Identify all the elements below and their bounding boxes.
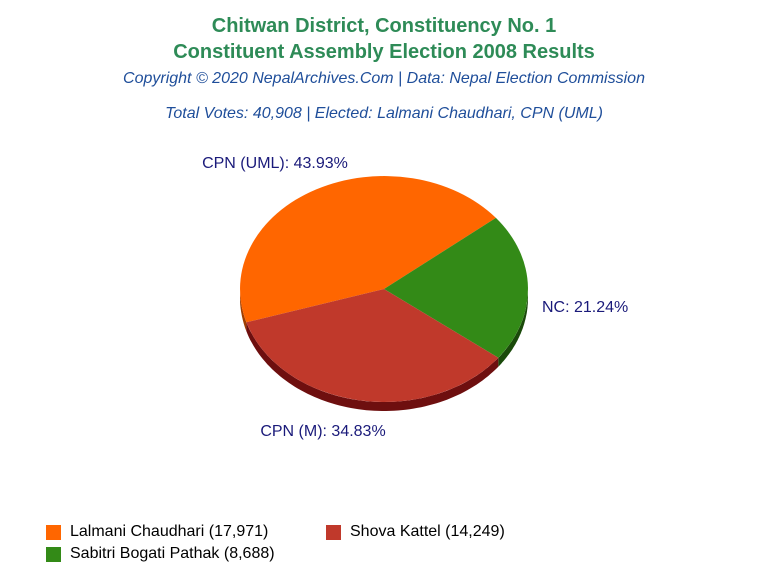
legend-swatch bbox=[46, 524, 61, 540]
pie-side-nc bbox=[498, 289, 528, 367]
slice-label-nc: NC: 21.24% bbox=[542, 299, 628, 316]
slice-label-cpn-uml-: CPN (UML): 43.93% bbox=[202, 155, 348, 172]
legend-swatch bbox=[326, 524, 341, 540]
legend-label: Sabitri Bogati Pathak (8,688) bbox=[70, 545, 275, 562]
legend-swatch bbox=[46, 546, 61, 562]
chart-title-line1: Chitwan District, Constituency No. 1 bbox=[211, 15, 557, 37]
slice-label-cpn-m-: CPN (M): 34.83% bbox=[260, 423, 385, 440]
pie-slice-cpn-m- bbox=[246, 289, 499, 402]
legend-item-sabitri: Sabitri Bogati Pathak (8,688) bbox=[46, 545, 275, 563]
chart-title-line2: Constituent Assembly Election 2008 Resul… bbox=[173, 41, 595, 63]
legend-item-lalmani: Lalmani Chaudhari (17,971) bbox=[46, 523, 268, 541]
pie-side-cpn-uml- bbox=[240, 291, 247, 332]
copyright-text: Copyright © 2020 NepalArchives.Com | Dat… bbox=[123, 70, 645, 87]
pie-side-cpn-m- bbox=[246, 322, 499, 411]
pie-slice-nc bbox=[384, 217, 528, 358]
legend-label: Lalmani Chaudhari (17,971) bbox=[70, 523, 269, 540]
legend-item-shova: Shova Kattel (14,249) bbox=[326, 523, 505, 541]
summary-text: Total Votes: 40,908 | Elected: Lalmani C… bbox=[165, 105, 603, 122]
pie-slice-cpn-uml- bbox=[240, 176, 496, 323]
legend-label: Shova Kattel (14,249) bbox=[350, 523, 505, 540]
